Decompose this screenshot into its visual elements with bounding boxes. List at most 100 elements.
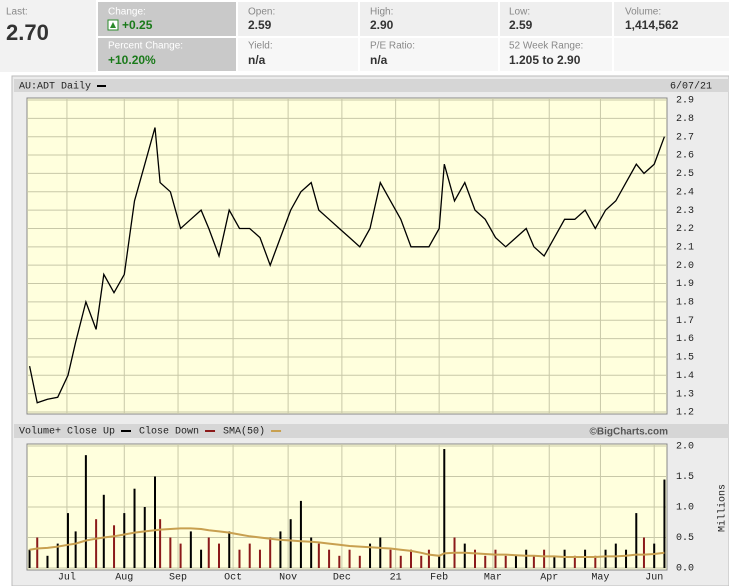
- volume-bar: [95, 519, 98, 568]
- cell: [238, 38, 358, 71]
- y-tick-label: 2.7: [676, 132, 694, 143]
- volume-bar: [133, 488, 136, 568]
- cell: [98, 2, 236, 36]
- volume-bar: [438, 555, 441, 568]
- x-tick-label: Nov: [279, 573, 297, 584]
- y-tick-label: 2.8: [676, 114, 694, 125]
- volume-bar: [328, 549, 331, 568]
- x-tick-label: May: [591, 573, 609, 584]
- value: n/a: [370, 53, 388, 67]
- volume-bar: [338, 555, 341, 568]
- y-tick-label: 1.5: [676, 353, 694, 364]
- chart-date: 6/07/21: [670, 81, 712, 93]
- cell: [98, 38, 236, 71]
- volume-bar: [289, 519, 292, 568]
- value: 1.205 to 2.90: [509, 53, 581, 67]
- volume-bar: [369, 543, 372, 568]
- volume-bar: [420, 555, 423, 568]
- volume-bar: [189, 531, 192, 568]
- cell: [500, 2, 612, 36]
- volume-bar: [348, 549, 351, 568]
- x-tick-label: Jul: [58, 572, 76, 584]
- legend-label: Volume+ Close Up: [19, 426, 115, 438]
- volume-bar: [74, 531, 77, 568]
- y-tick-label: 1.9: [676, 279, 694, 290]
- volume-bar: [238, 549, 241, 568]
- y-tick-label: 0.0: [676, 564, 694, 575]
- cell: [500, 38, 612, 71]
- volume-bar: [525, 549, 528, 568]
- cell: [614, 2, 729, 36]
- value: 2.59: [248, 18, 272, 32]
- volume-bar: [36, 537, 39, 568]
- up-icon: [110, 22, 116, 28]
- volume-bar: [443, 449, 446, 568]
- chart-title: AU:ADT Daily: [19, 81, 91, 93]
- value: 1,414,562: [625, 18, 679, 32]
- volume-bar: [228, 531, 231, 568]
- volume-bar: [543, 549, 546, 568]
- volume-bar: [218, 543, 220, 568]
- cell: [360, 2, 498, 36]
- volume-bar: [113, 525, 116, 568]
- line: [29, 527, 665, 558]
- x-tick-label: 21: [390, 573, 402, 584]
- y-tick-label: 2.9: [676, 96, 694, 107]
- y-tick-label: 2.2: [676, 224, 694, 235]
- label: High:: [370, 7, 393, 18]
- legend-label: Close Down: [139, 426, 199, 438]
- volume-bar: [66, 513, 69, 568]
- volume-bar: [494, 549, 497, 568]
- y-tick-label: 2.3: [676, 206, 694, 217]
- x-tick-label: Aug: [115, 573, 133, 584]
- value: 2.70: [6, 20, 49, 45]
- line: [28, 127, 666, 404]
- credit: ©BigCharts.com: [590, 427, 669, 438]
- cell: [238, 2, 358, 36]
- volume-bar: [169, 537, 172, 568]
- volume-bar: [317, 543, 320, 568]
- y-tick-label: 2.5: [676, 169, 694, 180]
- x-tick-label: Mar: [484, 573, 502, 584]
- volume-bar: [563, 549, 566, 568]
- x-tick-label: Oct: [224, 573, 242, 584]
- y-axis-label: Millions: [717, 484, 729, 532]
- cell: [614, 38, 729, 71]
- volume-bar: [594, 555, 597, 568]
- volume-bar: [604, 549, 607, 568]
- volume-bar: [358, 555, 361, 568]
- strip: [14, 424, 729, 438]
- volume-bar: [399, 555, 402, 568]
- label: Open:: [248, 7, 275, 18]
- label: Low:: [509, 7, 530, 18]
- y-tick-label: 2.0: [676, 442, 694, 453]
- value: 2.59: [509, 18, 533, 32]
- volume-bar: [84, 455, 87, 568]
- value: +0.25: [122, 18, 153, 32]
- y-tick-label: 1.4: [676, 371, 694, 382]
- value: +10.20%: [108, 53, 156, 67]
- x-tick-label: Sep: [169, 573, 187, 584]
- volume-bar: [474, 549, 476, 568]
- x-tick-label: Dec: [333, 573, 351, 584]
- volume-bar: [258, 549, 261, 568]
- volume-bar: [389, 549, 392, 568]
- volume-bar: [427, 549, 430, 568]
- value: 2.90: [370, 18, 394, 32]
- volume-bar: [248, 543, 251, 568]
- label: Yield:: [248, 41, 273, 52]
- volume-bar: [207, 537, 210, 568]
- volume-bar: [514, 555, 517, 568]
- y-tick-label: 1.0: [676, 503, 694, 514]
- volume-bar: [653, 543, 656, 568]
- legend-label: SMA(50): [223, 426, 265, 438]
- volume-bar: [159, 519, 162, 568]
- volume-bar: [553, 555, 556, 568]
- volume-bar: [625, 549, 628, 568]
- volume-bar: [642, 537, 645, 568]
- volume-bar: [123, 513, 126, 568]
- y-tick-label: 0.5: [676, 533, 694, 544]
- cell: [360, 38, 498, 71]
